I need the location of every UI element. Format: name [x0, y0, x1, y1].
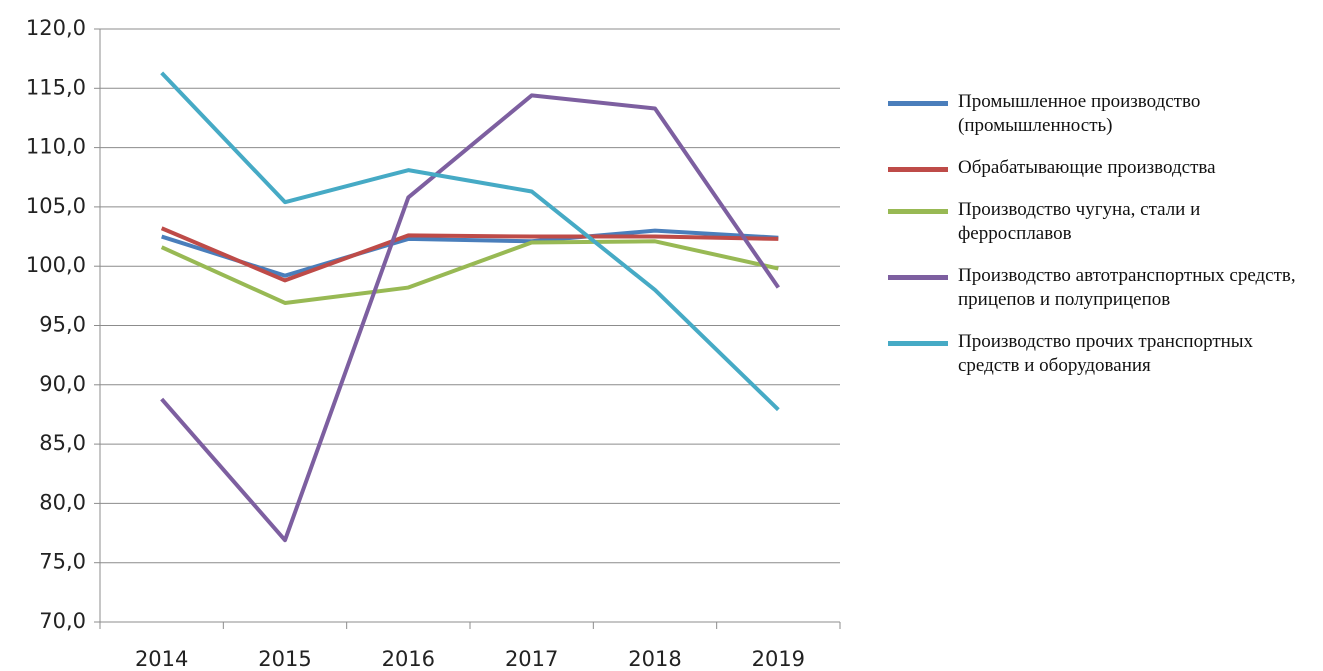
series-line: [161, 228, 779, 278]
legend-swatch: [888, 167, 948, 172]
y-tick-label: 80,0: [39, 490, 86, 514]
legend-item: Производство прочих транспортных средств…: [888, 330, 1308, 378]
legend-swatch: [888, 101, 948, 106]
series-line: [160, 93, 780, 543]
legend-label: Производство чугуна, стали и ферросплаво…: [958, 199, 1201, 244]
series-line: [160, 71, 780, 412]
y-tick-label: 100,0: [26, 253, 86, 277]
y-tick-label: 95,0: [39, 313, 86, 337]
x-tick-label: 2018: [628, 647, 681, 671]
legend-item: Обрабатывающие производства: [888, 156, 1308, 180]
legend-item: Промышленное производство (промышленност…: [888, 90, 1308, 138]
legend-swatch: [888, 209, 948, 214]
legend-swatch: [888, 341, 948, 346]
legend-label: Обрабатывающие производства: [958, 157, 1216, 178]
y-tick-label: 105,0: [26, 194, 86, 218]
legend-label: Производство автотранспортных средств, п…: [958, 265, 1296, 310]
legend-label: Промышленное производство (промышленност…: [958, 91, 1201, 136]
x-tick-label: 2014: [135, 647, 188, 671]
y-tick-label: 115,0: [26, 75, 86, 99]
y-tick-label: 75,0: [39, 550, 86, 574]
series-line: [160, 239, 779, 305]
y-tick-label: 110,0: [26, 135, 86, 159]
x-tick-label: 2016: [382, 647, 435, 671]
y-tick-label: 90,0: [39, 372, 86, 396]
legend-label: Производство прочих транспортных средств…: [958, 331, 1254, 376]
series-line: [160, 226, 779, 283]
x-tick-label: 2019: [752, 647, 805, 671]
y-tick-label: 120,0: [26, 16, 86, 40]
x-tick-label: 2015: [258, 647, 311, 671]
legend: Промышленное производство (промышленност…: [888, 90, 1308, 396]
legend-item: Производство чугуна, стали и ферросплаво…: [888, 198, 1308, 246]
y-tick-label: 70,0: [39, 609, 86, 633]
x-tick-label: 2017: [505, 647, 558, 671]
legend-item: Производство автотранспортных средств, п…: [888, 264, 1308, 312]
legend-swatch: [888, 275, 948, 280]
y-tick-label: 85,0: [39, 431, 86, 455]
